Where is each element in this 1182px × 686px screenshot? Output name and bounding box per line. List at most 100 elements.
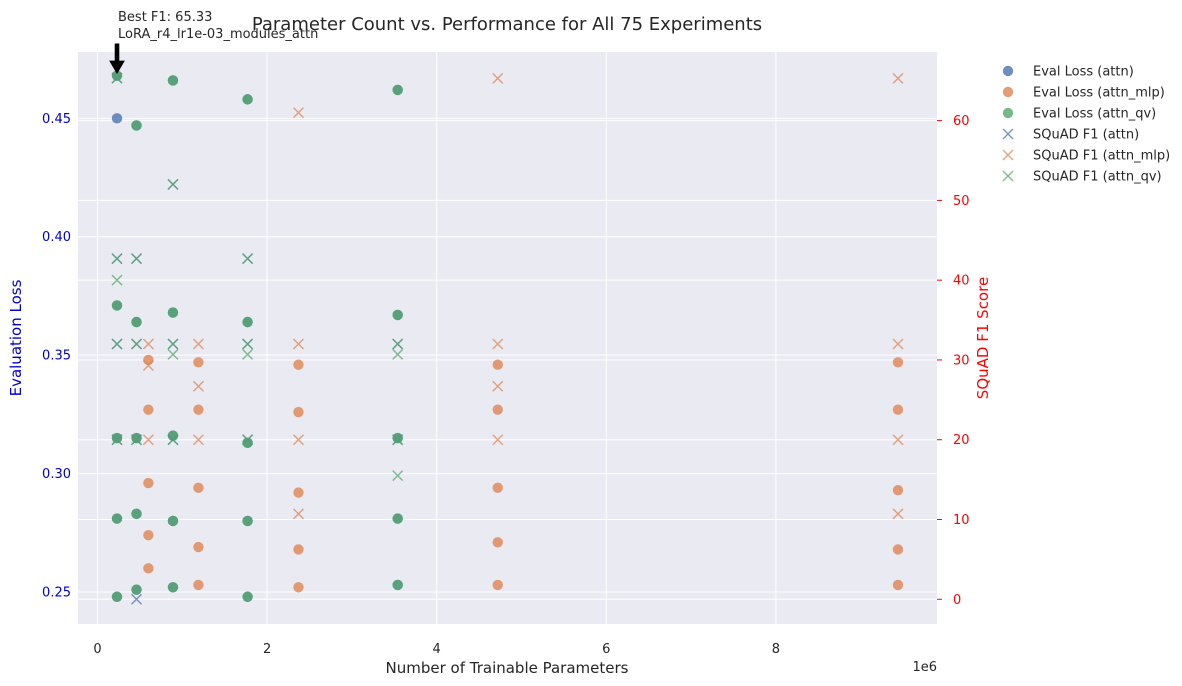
eval-loss-point (892, 579, 904, 591)
eval-loss-point (392, 432, 403, 444)
eval-loss-point (242, 94, 253, 105)
eval-loss-point (193, 482, 204, 494)
eval-loss-point (167, 515, 179, 527)
eval-loss-point (492, 404, 503, 415)
annotation: Best F1: 65.33 LoRA_r4_lr1e-03_modules_a… (109, 10, 318, 75)
f1-score-point (292, 107, 304, 119)
eval-loss-point (111, 591, 123, 602)
f1-score-point (292, 338, 304, 350)
f1-score-point (292, 508, 304, 520)
y-left-tick-label: 0.30 (42, 467, 71, 482)
f1-score-point (111, 72, 123, 84)
f1-score-point (167, 338, 179, 350)
f1-score-point (167, 348, 179, 360)
y-axis-right-label: SQuAD F1 Score (974, 277, 992, 399)
eval-loss-point (111, 300, 123, 311)
eval-loss-point (143, 354, 154, 366)
f1-score-point (292, 434, 304, 446)
f1-score-point (167, 434, 179, 446)
eval-loss-point (293, 544, 304, 555)
legend: Eval Loss (attn) Eval Loss (attn_mlp) Eval… (1002, 65, 1170, 185)
eval-loss-point (293, 359, 304, 370)
eval-loss-point (193, 579, 204, 591)
f1-score-point (242, 434, 254, 446)
y-right-tick-label: 40 (953, 274, 970, 289)
annotation-arrow (109, 43, 125, 75)
eval-loss-point (293, 487, 304, 498)
y-right-tick-label: 10 (953, 513, 970, 528)
f1-score-point (131, 593, 143, 605)
f1-score-point (111, 274, 123, 286)
f1-score-point (892, 338, 904, 350)
eval-loss-point (143, 477, 154, 489)
eval-loss-point (892, 484, 904, 496)
eval-loss-point (492, 359, 503, 370)
eval-loss-point (392, 84, 403, 96)
f1-score-point (492, 72, 504, 84)
f1-score-point (242, 348, 254, 360)
eval-loss-point (293, 582, 304, 593)
f1-score-point (142, 338, 154, 350)
f1-score-point (192, 434, 204, 446)
f1-score-point (892, 508, 904, 520)
eval-loss-point (242, 591, 253, 602)
legend-marker-x (1002, 149, 1014, 161)
eval-loss-point (111, 513, 123, 524)
x-tick-label: 6 (602, 642, 610, 657)
y-axis-left-label: Evaluation Loss (7, 279, 25, 396)
f1-score-point (142, 434, 154, 446)
eval-loss-point (193, 404, 204, 415)
f1-score-point (142, 360, 154, 372)
f1-score-point (131, 253, 143, 265)
eval-loss-point (143, 563, 154, 574)
eval-loss-point (143, 529, 154, 541)
f1-score-point (892, 72, 904, 84)
f1-score-point (392, 470, 404, 482)
legend-marker-x (1002, 128, 1014, 140)
x-axis-offset-text: 1e6 (912, 660, 937, 675)
y-right-tick-label: 0 (953, 593, 961, 608)
grid-lines (78, 52, 937, 624)
eval-loss-point (242, 437, 253, 449)
y-right-tick-label: 20 (953, 433, 970, 448)
legend-entry-label: SQuAD F1 (attn_qv) (1033, 170, 1162, 185)
legend-marker-circle (1002, 107, 1014, 119)
f1-score-point (392, 348, 404, 360)
y-right-tick-label: 60 (953, 114, 970, 129)
plot-area (78, 52, 937, 624)
eval-loss-point (131, 432, 142, 444)
f1-score-point (892, 434, 904, 446)
f1-score-point (111, 253, 123, 265)
x-tick-label: 2 (263, 642, 271, 657)
eval-loss-point (131, 584, 142, 595)
f1-score-point (131, 434, 143, 446)
legend-entry-label: Eval Loss (attn_qv) (1033, 107, 1156, 122)
y-right-tick-label: 30 (953, 353, 970, 368)
f1-score-point (242, 253, 254, 265)
eval-loss-point (492, 579, 503, 591)
eval-loss-point (392, 579, 403, 591)
annotation-best-config: LoRA_r4_lr1e-03_modules_attn (118, 27, 318, 42)
eval-loss-point (131, 508, 142, 520)
axes: 0 2 4 6 8 0.25 0.30 0.35 0.40 0.45 0 10 20 30 40 50 60 (42, 112, 970, 657)
eval-loss-point (111, 70, 123, 81)
eval-loss-point (392, 309, 403, 321)
eval-loss-point (131, 316, 142, 328)
eval-loss-point (143, 404, 154, 415)
eval-loss-point (242, 316, 253, 328)
y-left-tick-label: 0.25 (42, 586, 71, 601)
f1-score-point (192, 338, 204, 350)
f1-score-point (111, 338, 123, 350)
eval-loss-point (242, 515, 253, 527)
eval-loss-point (293, 406, 304, 418)
legend-marker-x (1002, 170, 1014, 182)
f1-score-point (392, 434, 404, 446)
eval-loss-point (111, 432, 123, 444)
eval-loss-point (167, 307, 179, 318)
eval-loss-point (392, 513, 403, 524)
chart-title: Parameter Count vs. Performance for All … (252, 14, 762, 35)
legend-entry-label: Eval Loss (attn) (1033, 65, 1134, 80)
x-tick-label: 8 (772, 642, 780, 657)
eval-loss-point (131, 120, 142, 131)
eval-loss-point (111, 113, 123, 124)
